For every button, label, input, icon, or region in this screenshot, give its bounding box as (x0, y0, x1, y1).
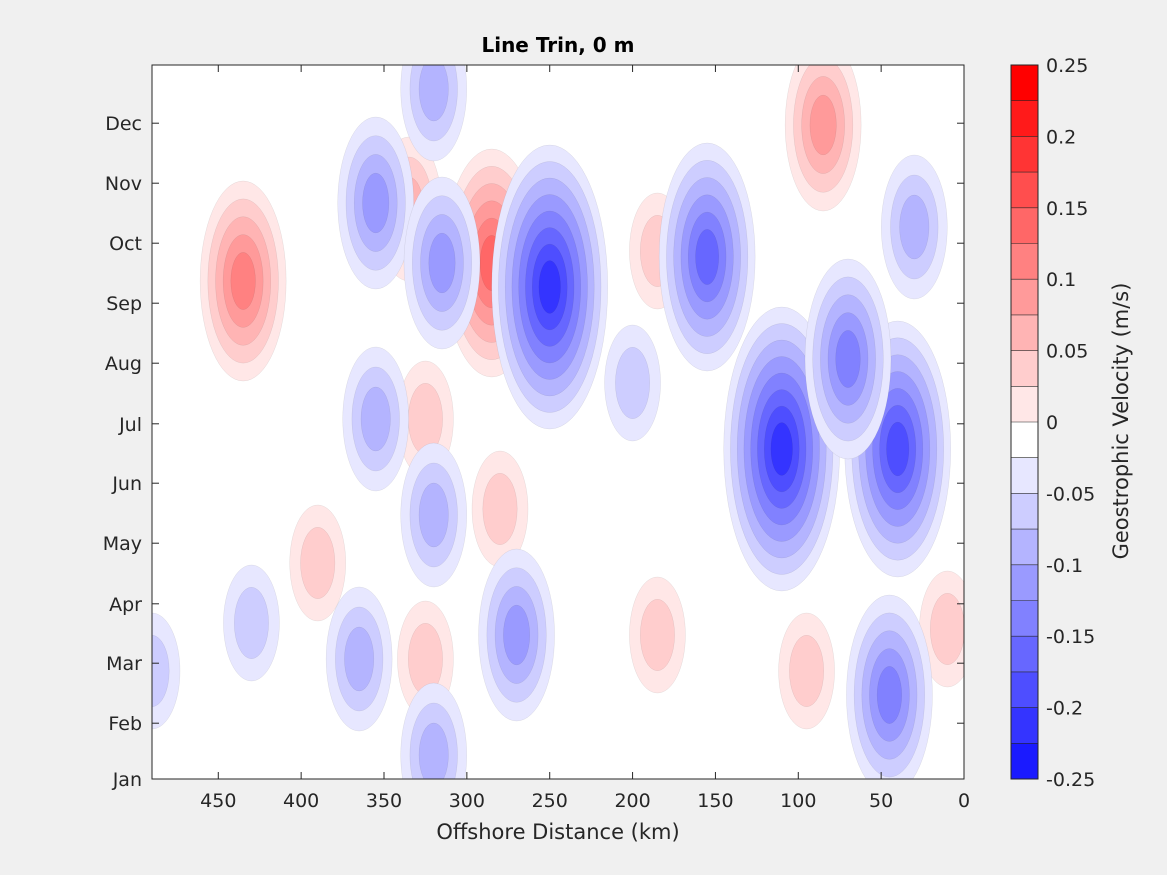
colorbar: 0.25 0.2 0.15 0.1 0.05 0 -0.05 -0.1 -0.15 -0.2 -0.… (1010, 55, 1095, 791)
negative-velocity-contour (538, 260, 561, 314)
colorbar-swatch (1011, 422, 1038, 458)
x-tick-label: 350 (366, 790, 402, 812)
colorbar-swatch (1011, 65, 1038, 101)
colorbar-swatch (1011, 100, 1038, 137)
colorbar-swatch (1011, 350, 1038, 387)
negative-velocity-contour (344, 626, 375, 692)
colorbar-swatch (1011, 136, 1038, 173)
negative-velocity-contour (695, 229, 719, 285)
y-tick-label: Sep (106, 293, 142, 315)
negative-velocity-contour (503, 604, 531, 666)
colorbar-swatch (1011, 564, 1038, 601)
positive-velocity-contour (482, 473, 518, 545)
colorbar-label: Geostrophic Velocity (m/s) (1109, 283, 1133, 560)
colorbar-swatch (1011, 743, 1038, 780)
colorbar-tick-label: -0.2 (1046, 698, 1083, 720)
colorbar-swatch (1011, 493, 1038, 530)
y-tick-label: Aug (105, 353, 142, 375)
x-tick-label: 450 (200, 790, 236, 812)
y-axis: Jan Feb Mar Apr May Jun Jul Aug Sep Oct Nov Dec (103, 113, 964, 791)
colorbar-swatch (1011, 172, 1038, 209)
y-tick-label: Oct (109, 233, 142, 255)
negative-velocity-contour (360, 386, 391, 452)
contour-field (152, 65, 964, 779)
negative-velocity-contour (418, 482, 449, 548)
positive-velocity-contour (929, 593, 964, 665)
x-tick-label: 100 (780, 790, 816, 812)
x-tick-label: 250 (532, 790, 568, 812)
colorbar-swatch (1011, 243, 1038, 280)
colorbar-tick-label: -0.1 (1046, 555, 1083, 577)
y-tick-label: Jul (118, 414, 142, 436)
negative-velocity-contour (233, 587, 269, 659)
positive-velocity-contour (639, 599, 675, 671)
negative-velocity-contour (770, 422, 793, 476)
colorbar-tick-label: 0.1 (1046, 269, 1076, 291)
chart-title: Line Trin, 0 m (481, 33, 634, 57)
colorbar-tick-label: 0 (1046, 412, 1058, 434)
colorbar-swatch (1011, 457, 1038, 494)
colorbar-tick-label: 0.2 (1046, 126, 1076, 148)
negative-velocity-contour (835, 330, 861, 388)
negative-velocity-contour (418, 65, 449, 122)
colorbar-swatch (1011, 529, 1038, 566)
x-tick-label: 400 (283, 790, 319, 812)
colorbar-swatch (1011, 314, 1038, 351)
negative-velocity-contour (886, 421, 910, 477)
positive-velocity-contour (789, 635, 825, 707)
colorbar-tick-label: -0.15 (1046, 626, 1095, 648)
positive-velocity-contour (809, 94, 837, 156)
x-tick-label: 50 (869, 790, 893, 812)
x-axis-label: Offshore Distance (km) (436, 820, 679, 844)
colorbar-tick-label: -0.25 (1046, 769, 1095, 791)
y-tick-label: Apr (109, 594, 142, 616)
y-tick-label: Mar (106, 653, 142, 675)
colorbar-swatch (1011, 207, 1038, 244)
negative-velocity-contour (418, 722, 449, 779)
x-axis: 450 400 350 300 250 200 150 100 50 0 (200, 65, 970, 812)
colorbar-swatch (1011, 707, 1038, 744)
x-tick-label: 0 (958, 790, 970, 812)
y-tick-label: Jan (112, 769, 142, 791)
positive-velocity-contour (300, 527, 336, 599)
colorbar-tick-label: 0.15 (1046, 198, 1088, 220)
y-tick-label: Dec (105, 113, 142, 135)
y-tick-label: May (103, 533, 142, 555)
colorbar-tick-label: 0.05 (1046, 341, 1088, 363)
x-tick-label: 150 (697, 790, 733, 812)
negative-velocity-contour (362, 172, 390, 234)
colorbar-swatch (1011, 671, 1038, 708)
negative-velocity-contour (428, 232, 456, 294)
negative-velocity-contour (899, 194, 930, 260)
colorbar-swatch (1011, 636, 1038, 673)
x-tick-label: 200 (614, 790, 650, 812)
positive-velocity-contour (230, 252, 256, 310)
plot-frame (151, 64, 965, 780)
colorbar-swatch (1011, 279, 1038, 316)
negative-velocity-contour (615, 347, 651, 419)
negative-velocity-contour (876, 666, 902, 724)
y-tick-label: Jun (111, 473, 142, 495)
y-tick-label: Feb (108, 713, 142, 735)
y-tick-label: Nov (105, 173, 142, 195)
colorbar-swatch (1011, 386, 1038, 423)
colorbar-frame (1010, 64, 1039, 780)
colorbar-tick-label: -0.05 (1046, 483, 1095, 505)
x-tick-label: 300 (449, 790, 485, 812)
colorbar-tick-label: 0.25 (1046, 55, 1088, 77)
colorbar-swatch (1011, 600, 1038, 637)
